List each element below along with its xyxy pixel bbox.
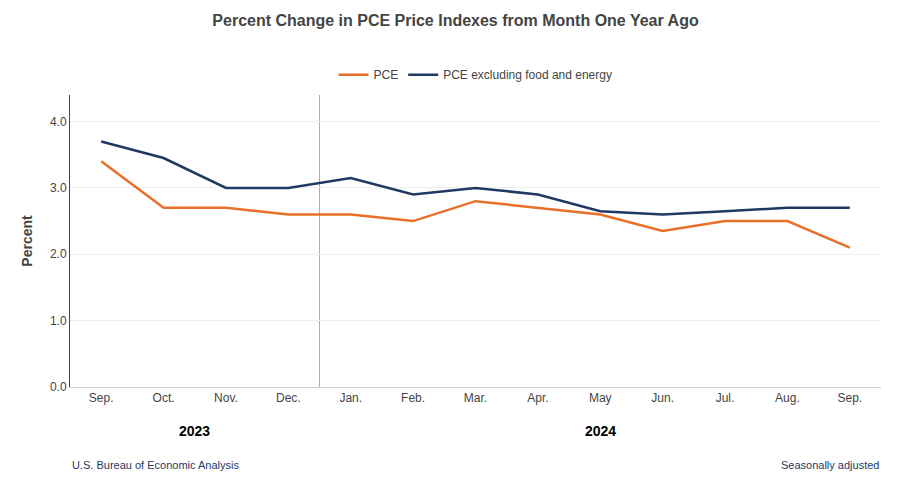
svg-text:Apr.: Apr. (527, 391, 548, 405)
svg-text:Percent: Percent (19, 215, 35, 267)
svg-text:Jun.: Jun. (651, 391, 674, 405)
svg-text:3.0: 3.0 (50, 181, 67, 195)
svg-text:Dec.: Dec. (276, 391, 301, 405)
svg-text:Oct.: Oct. (153, 391, 175, 405)
svg-text:0.0: 0.0 (50, 380, 67, 394)
svg-text:Seasonally adjusted: Seasonally adjusted (781, 459, 879, 471)
svg-text:PCE: PCE (374, 68, 399, 82)
svg-text:Jul.: Jul. (716, 391, 735, 405)
svg-text:May: May (589, 391, 612, 405)
svg-text:4.0: 4.0 (50, 115, 67, 129)
svg-text:Percent Change in PCE Price In: Percent Change in PCE Price Indexes from… (212, 12, 699, 29)
svg-text:Jan.: Jan. (339, 391, 362, 405)
svg-text:U.S. Bureau of Economic Analys: U.S. Bureau of Economic Analysis (72, 459, 239, 471)
svg-text:Mar.: Mar. (464, 391, 487, 405)
svg-text:Aug.: Aug. (775, 391, 800, 405)
svg-text:2.0: 2.0 (50, 247, 67, 261)
svg-text:1.0: 1.0 (50, 314, 67, 328)
svg-text:Nov.: Nov. (214, 391, 238, 405)
svg-text:Sep.: Sep. (89, 391, 114, 405)
svg-text:Sep.: Sep. (837, 391, 862, 405)
svg-text:2024: 2024 (585, 423, 616, 439)
svg-text:Feb.: Feb. (401, 391, 425, 405)
svg-text:2023: 2023 (179, 423, 210, 439)
svg-text:PCE excluding food and energy: PCE excluding food and energy (443, 68, 612, 82)
